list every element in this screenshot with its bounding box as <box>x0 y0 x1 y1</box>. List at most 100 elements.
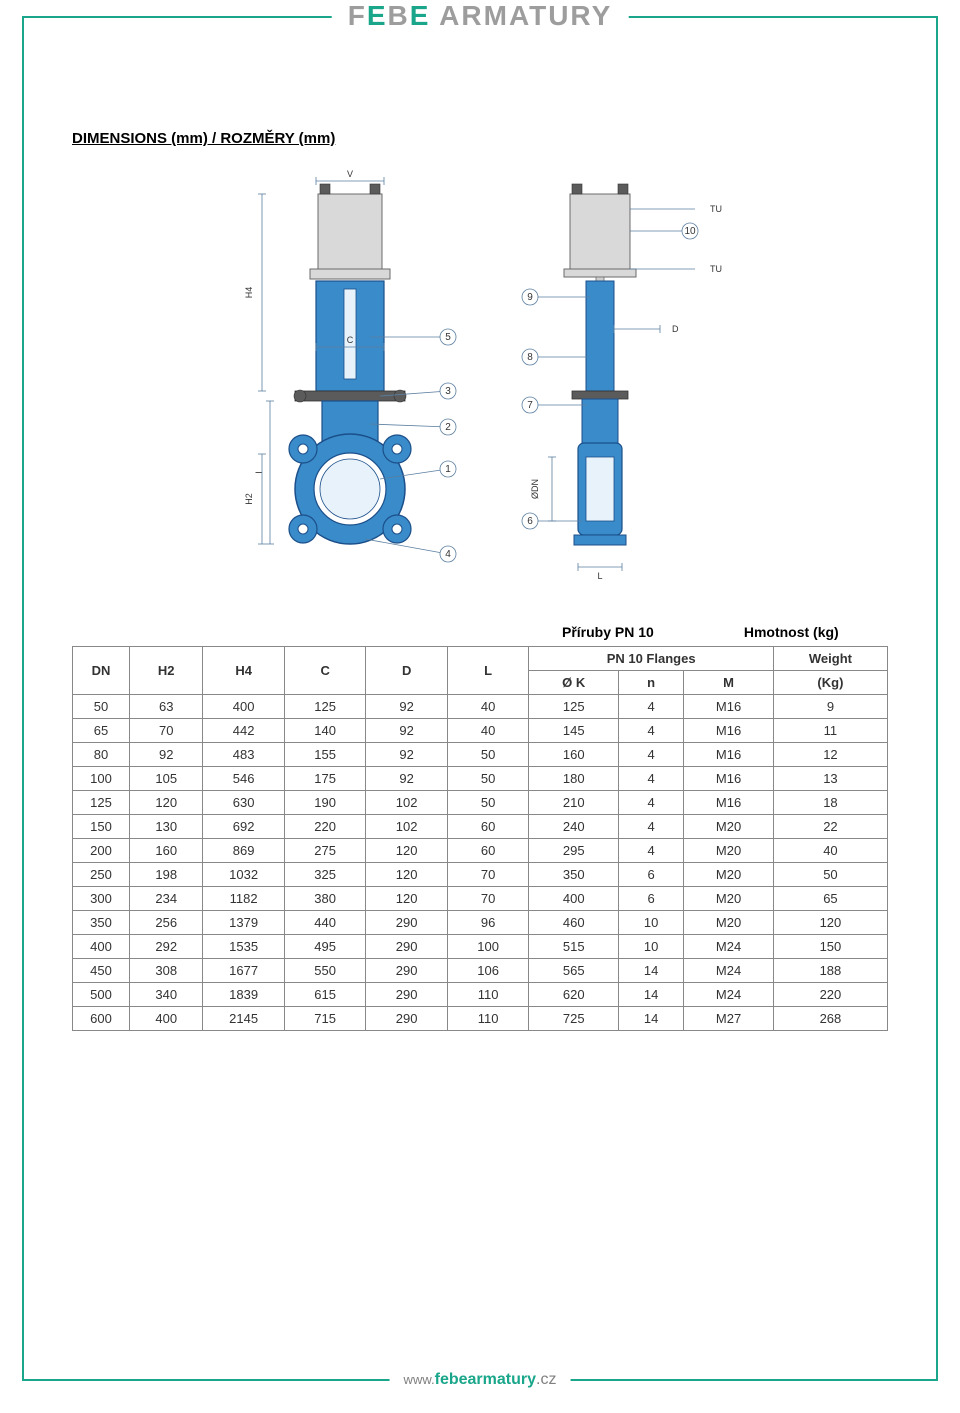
table-row: 809248315592501604M1612 <box>73 743 888 767</box>
col-weight: Weight <box>773 647 887 671</box>
col-n: n <box>619 671 684 695</box>
table-cell: 210 <box>529 791 619 815</box>
svg-text:4: 4 <box>445 549 451 560</box>
table-cell: 4 <box>619 695 684 719</box>
table-cell: 715 <box>284 1007 366 1031</box>
table-cell: 22 <box>773 815 887 839</box>
table-cell: 63 <box>130 695 203 719</box>
table-cell: 12 <box>773 743 887 767</box>
table-cell: M20 <box>684 815 774 839</box>
table-row: 657044214092401454M1611 <box>73 719 888 743</box>
svg-text:8: 8 <box>527 352 533 363</box>
table-cell: 130 <box>130 815 203 839</box>
table-cell: 92 <box>130 743 203 767</box>
table-cell: 10 <box>619 911 684 935</box>
dimensions-table: DN H2 H4 C D L PN 10 Flanges Weight Ø K … <box>72 646 888 1031</box>
table-cell: 340 <box>130 983 203 1007</box>
table-cell: 60 <box>447 815 529 839</box>
table-cell: 175 <box>284 767 366 791</box>
table-cell: 120 <box>366 839 448 863</box>
table-cell: 145 <box>529 719 619 743</box>
table-cell: 440 <box>284 911 366 935</box>
col-kg: (Kg) <box>773 671 887 695</box>
table-cell: 495 <box>284 935 366 959</box>
table-cell: 869 <box>203 839 285 863</box>
table-cell: 1032 <box>203 863 285 887</box>
table-cell: 350 <box>529 863 619 887</box>
table-cell: 290 <box>366 983 448 1007</box>
table-cell: 1379 <box>203 911 285 935</box>
table-row: 450308167755029010656514M24188 <box>73 959 888 983</box>
brand-part: F <box>348 0 367 31</box>
table-cell: 380 <box>284 887 366 911</box>
brand-accent: E <box>367 0 388 31</box>
table-cell: M16 <box>684 743 774 767</box>
table-cell: 256 <box>130 911 203 935</box>
table-cell: M20 <box>684 863 774 887</box>
table-cell: 125 <box>284 695 366 719</box>
brand-logo: FEBE ARMATURY <box>332 0 629 32</box>
table-cell: 9 <box>773 695 887 719</box>
table-cell: 50 <box>73 695 130 719</box>
table-cell: 546 <box>203 767 285 791</box>
table-cell: 290 <box>366 911 448 935</box>
table-cell: 80 <box>73 743 130 767</box>
table-cell: 290 <box>366 959 448 983</box>
table-cell: M16 <box>684 767 774 791</box>
table-cell: 268 <box>773 1007 887 1031</box>
table-cell: 140 <box>284 719 366 743</box>
table-cell: M20 <box>684 911 774 935</box>
table-cell: 400 <box>203 695 285 719</box>
svg-text:1: 1 <box>445 464 451 475</box>
table-cell: 110 <box>447 1007 529 1031</box>
table-cell: 4 <box>619 719 684 743</box>
table-row: 35025613794402909646010M20120 <box>73 911 888 935</box>
table-cell: 105 <box>130 767 203 791</box>
table-cell: M16 <box>684 695 774 719</box>
table-cell: 50 <box>447 743 529 767</box>
table-cell: 60 <box>447 839 529 863</box>
svg-text:H4: H4 <box>244 287 254 299</box>
table-cell: 100 <box>73 767 130 791</box>
table-row: 506340012592401254M169 <box>73 695 888 719</box>
col-dn: DN <box>73 647 130 695</box>
table-cell: 620 <box>529 983 619 1007</box>
table-cell: 18 <box>773 791 887 815</box>
table-cell: 150 <box>773 935 887 959</box>
content-area: DIMENSIONS (mm) / ROZMĚRY (mm) VH4IH2C53… <box>72 130 888 1031</box>
table-cell: 4 <box>619 839 684 863</box>
table-cell: M24 <box>684 983 774 1007</box>
table-row: 200160869275120602954M2040 <box>73 839 888 863</box>
table-cell: 550 <box>284 959 366 983</box>
table-row: 2501981032325120703506M2050 <box>73 863 888 887</box>
table-cell: 292 <box>130 935 203 959</box>
footer-www: www. <box>404 1372 435 1387</box>
table-row: 150130692220102602404M2022 <box>73 815 888 839</box>
col-flange-group: PN 10 Flanges <box>529 647 773 671</box>
table-cell: 110 <box>447 983 529 1007</box>
table-row: 500340183961529011062014M24220 <box>73 983 888 1007</box>
col-h2: H2 <box>130 647 203 695</box>
table-cell: 14 <box>619 983 684 1007</box>
svg-text:TU: TU <box>710 204 722 214</box>
col-c: C <box>284 647 366 695</box>
table-cell: 160 <box>529 743 619 767</box>
table-cell: 120 <box>130 791 203 815</box>
table-cell: 70 <box>447 887 529 911</box>
table-cell: 92 <box>366 719 448 743</box>
table-head: DN H2 H4 C D L PN 10 Flanges Weight Ø K … <box>73 647 888 695</box>
valve-diagram: VH4IH2C53214TUTUDØDNL109876 <box>72 169 888 594</box>
table-cell: 308 <box>130 959 203 983</box>
svg-text:9: 9 <box>527 292 533 303</box>
table-cell: 295 <box>529 839 619 863</box>
table-cell: M24 <box>684 935 774 959</box>
col-l: L <box>447 647 529 695</box>
col-d: D <box>366 647 448 695</box>
svg-text:TU: TU <box>710 264 722 274</box>
table-cell: 120 <box>366 863 448 887</box>
svg-text:3: 3 <box>445 386 451 397</box>
table-cell: 120 <box>773 911 887 935</box>
col-h4: H4 <box>203 647 285 695</box>
table-body: 506340012592401254M169657044214092401454… <box>73 695 888 1031</box>
svg-text:V: V <box>347 169 353 179</box>
